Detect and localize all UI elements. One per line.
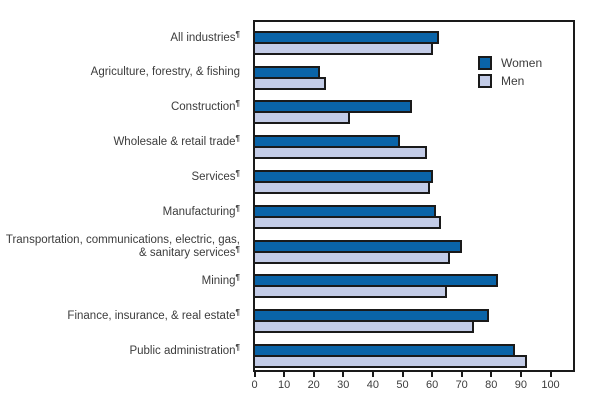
bar-group: [255, 196, 573, 231]
bar-men: [255, 180, 430, 194]
x-axis-tick-label: 50: [396, 379, 409, 391]
x-axis-tick-label: 10: [277, 379, 291, 391]
bar-group: [255, 92, 573, 127]
x-axis-tick: [490, 372, 493, 377]
bar-men: [255, 250, 451, 264]
legend: Women Men: [478, 56, 542, 88]
category-labels: All industries¶ Agriculture, forestry, & …: [0, 21, 247, 369]
plot-area: Women Men: [253, 20, 575, 372]
x-axis-tick: [431, 372, 434, 377]
x-axis-tick: [342, 372, 345, 377]
x-axis-tick: [519, 372, 522, 377]
x-axis: 0 10 20 30 40 50 60 70 80 90 100: [251, 372, 593, 396]
bar-men: [255, 41, 433, 55]
bar-men: [255, 146, 427, 160]
bar-men: [255, 76, 327, 90]
x-axis-tick-label: 90: [514, 379, 528, 391]
category-label: Mining¶: [201, 273, 240, 288]
x-axis-tick: [549, 372, 552, 377]
category-label: Manufacturing¶: [162, 203, 240, 218]
legend-label-women: Women: [501, 56, 543, 70]
footnote-marker: ¶: [235, 342, 240, 352]
x-axis-tick: [312, 372, 315, 377]
footnote-marker: ¶: [235, 273, 240, 283]
category-label: Construction¶: [170, 99, 240, 114]
bar-men: [255, 215, 442, 229]
footnote-marker: ¶: [235, 29, 240, 39]
bar-group: [255, 57, 573, 92]
legend-label-men: Men: [501, 74, 525, 88]
footnote-marker: ¶: [235, 307, 240, 317]
bar-men: [255, 354, 528, 368]
x-axis-tick-label: 40: [366, 379, 380, 391]
x-axis-tick-label: 20: [307, 379, 320, 391]
x-axis-tick: [460, 372, 463, 377]
legend-item-men: Men: [478, 74, 542, 88]
x-axis-tick-label: 30: [337, 379, 350, 391]
footnote-marker: ¶: [235, 99, 240, 109]
legend-swatch-men-icon: [478, 74, 492, 88]
x-axis-tick: [253, 372, 256, 377]
category-label: Services¶: [191, 168, 240, 183]
x-axis-tick: [283, 372, 286, 377]
x-axis-tick: [371, 372, 374, 377]
category-label: Wholesale & retail trade¶: [113, 134, 240, 149]
x-axis-tick-label: 60: [425, 379, 439, 391]
x-axis-tick: [401, 372, 404, 377]
x-axis-tick-label: 0: [251, 379, 258, 391]
bar-group: [255, 161, 573, 196]
category-label: Agriculture, forestry, & fishing: [90, 66, 240, 79]
footnote-marker: ¶: [235, 168, 240, 178]
category-label: All industries¶: [170, 29, 240, 44]
footnote-marker: ¶: [235, 203, 240, 213]
legend-swatch-women-icon: [478, 56, 492, 70]
footnote-marker: ¶: [235, 134, 240, 143]
bar-group: [255, 300, 573, 335]
category-label: Public administration¶: [129, 342, 240, 357]
bar-group: [255, 22, 573, 57]
bar-group: [255, 335, 573, 370]
category-label: Finance, insurance, & real estate¶: [67, 307, 240, 322]
legend-item-women: Women: [478, 56, 542, 70]
bar-group: [255, 266, 573, 301]
bar-men: [255, 111, 350, 125]
x-axis-tick-label: 100: [541, 379, 560, 391]
bar-group: [255, 126, 573, 161]
x-axis-tick-label: 70: [455, 379, 468, 391]
x-axis-tick-label: 80: [485, 379, 498, 391]
bar-men: [255, 320, 475, 334]
bar-group: [255, 231, 573, 266]
category-label: Transportation, communications, electric…: [5, 233, 240, 260]
bar-men: [255, 285, 448, 299]
footnote-marker: ¶: [235, 245, 240, 255]
